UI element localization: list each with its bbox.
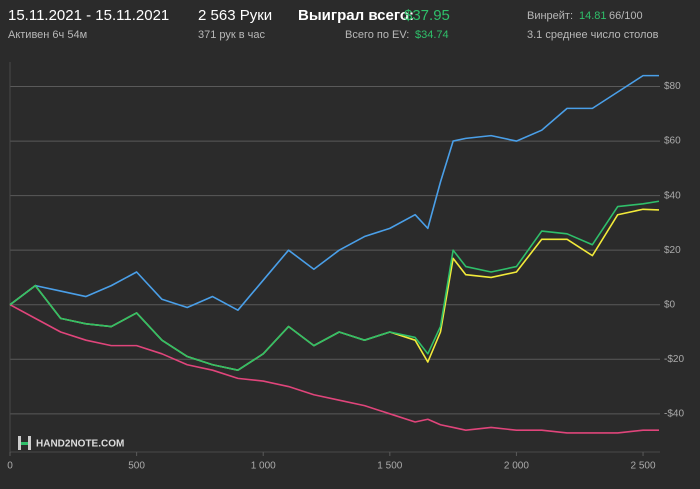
series-line <box>9 304 659 434</box>
series-line <box>9 200 660 371</box>
x-tick-label: 2 000 <box>504 461 529 472</box>
plot: -$40 -$20 $0 $20 $40 $60 $80 0 500 1 000 1 500 2 00… <box>7 62 684 472</box>
y-tick-label: $80 <box>664 81 681 92</box>
won-label: Выиграл всего: <box>298 7 414 24</box>
x-tick-label: 500 <box>128 461 145 472</box>
hands: 2 563 Руки <box>198 7 272 24</box>
x-tick-label: 1 500 <box>377 461 402 472</box>
winrate-value: 14.81 <box>579 10 607 22</box>
logo-text: HAND2NOTE.COM <box>36 439 124 450</box>
logo-bar <box>21 442 28 445</box>
logo-bar <box>28 436 31 450</box>
tables: 3.1 среднее число столов <box>527 29 659 41</box>
ev-value: $34.74 <box>415 29 449 41</box>
logo: HAND2NOTE.COM <box>18 436 124 450</box>
y-tick-label: $0 <box>664 299 676 310</box>
x-tick-label: 1 000 <box>251 461 276 472</box>
y-tick-label: $20 <box>664 245 681 256</box>
y-tick-label: $60 <box>664 136 681 147</box>
date-range: 15.11.2021 - 15.11.2021 <box>8 7 169 24</box>
hands-per-hour: 371 рук в час <box>198 29 266 41</box>
x-tick-label: 0 <box>7 461 13 472</box>
y-tick-label: -$20 <box>664 354 684 365</box>
winrate-label: Винрейт: <box>527 10 573 22</box>
active-time: Активен 6ч 54м <box>8 29 87 41</box>
x-tick-label: 2 500 <box>631 461 656 472</box>
ev-label: Всего по EV: <box>345 29 409 41</box>
y-tick-label: -$40 <box>664 408 684 419</box>
won-value: $37.95 <box>404 7 450 24</box>
winrate-unit: 66/100 <box>609 10 643 22</box>
series-line <box>9 74 659 311</box>
y-tick-label: $40 <box>664 190 681 201</box>
logo-bar <box>18 436 21 450</box>
